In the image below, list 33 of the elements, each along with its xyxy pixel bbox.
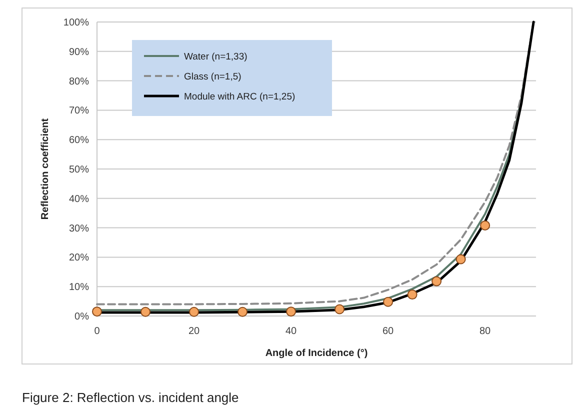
point	[334, 304, 345, 314]
y-tick-label: 100%	[63, 18, 90, 28]
point	[92, 306, 102, 317]
y-tick-label: 0%	[74, 312, 90, 322]
point	[238, 306, 248, 317]
point	[407, 290, 418, 300]
x-axis-title: Angle of Incidence (°)	[265, 348, 368, 359]
point	[432, 276, 442, 286]
y-tick-label: 20%	[68, 252, 90, 264]
legend-label: Glass (n=1,5)	[184, 71, 242, 82]
point	[480, 220, 490, 230]
y-tick-label: 10%	[68, 282, 90, 294]
y-tick-label: 50%	[68, 164, 90, 176]
point	[189, 306, 200, 317]
y-tick-label: 40%	[68, 194, 90, 205]
y-tick-label: 70%	[68, 106, 90, 117]
point	[140, 306, 151, 317]
y-tick-label: 30%	[68, 223, 90, 234]
x-tick-label: 20	[188, 326, 200, 337]
y-tick-label: 80%	[68, 76, 90, 88]
caption: Figure 2: Reflection vs. incident angle	[22, 390, 239, 405]
y-tick-label: 60%	[68, 135, 90, 146]
x-tick-label: 80	[480, 326, 492, 337]
point	[383, 296, 394, 307]
x-tick-label: 60	[382, 326, 394, 337]
y-axis-title: Reflection coefficient	[40, 118, 51, 220]
x-tick-label: 40	[285, 326, 298, 337]
legend-label: Water (n=1,33)	[184, 51, 248, 62]
x-tick-label: 0	[94, 326, 100, 337]
y-tick-label: 90%	[68, 46, 90, 58]
legend-label: Module with ARC (n=1,25)	[184, 91, 296, 102]
point	[286, 306, 296, 317]
point	[456, 254, 466, 264]
